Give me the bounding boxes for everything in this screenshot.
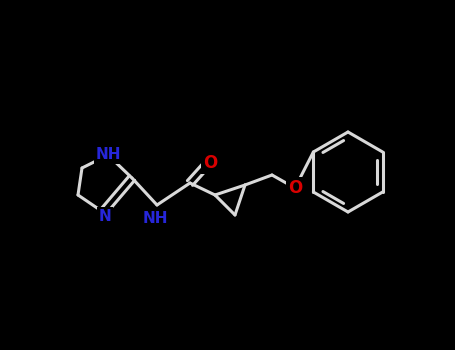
Text: O: O <box>203 154 217 172</box>
Text: N: N <box>99 209 111 224</box>
Text: NH: NH <box>95 147 121 162</box>
Text: NH: NH <box>142 211 168 226</box>
Text: O: O <box>288 179 302 197</box>
